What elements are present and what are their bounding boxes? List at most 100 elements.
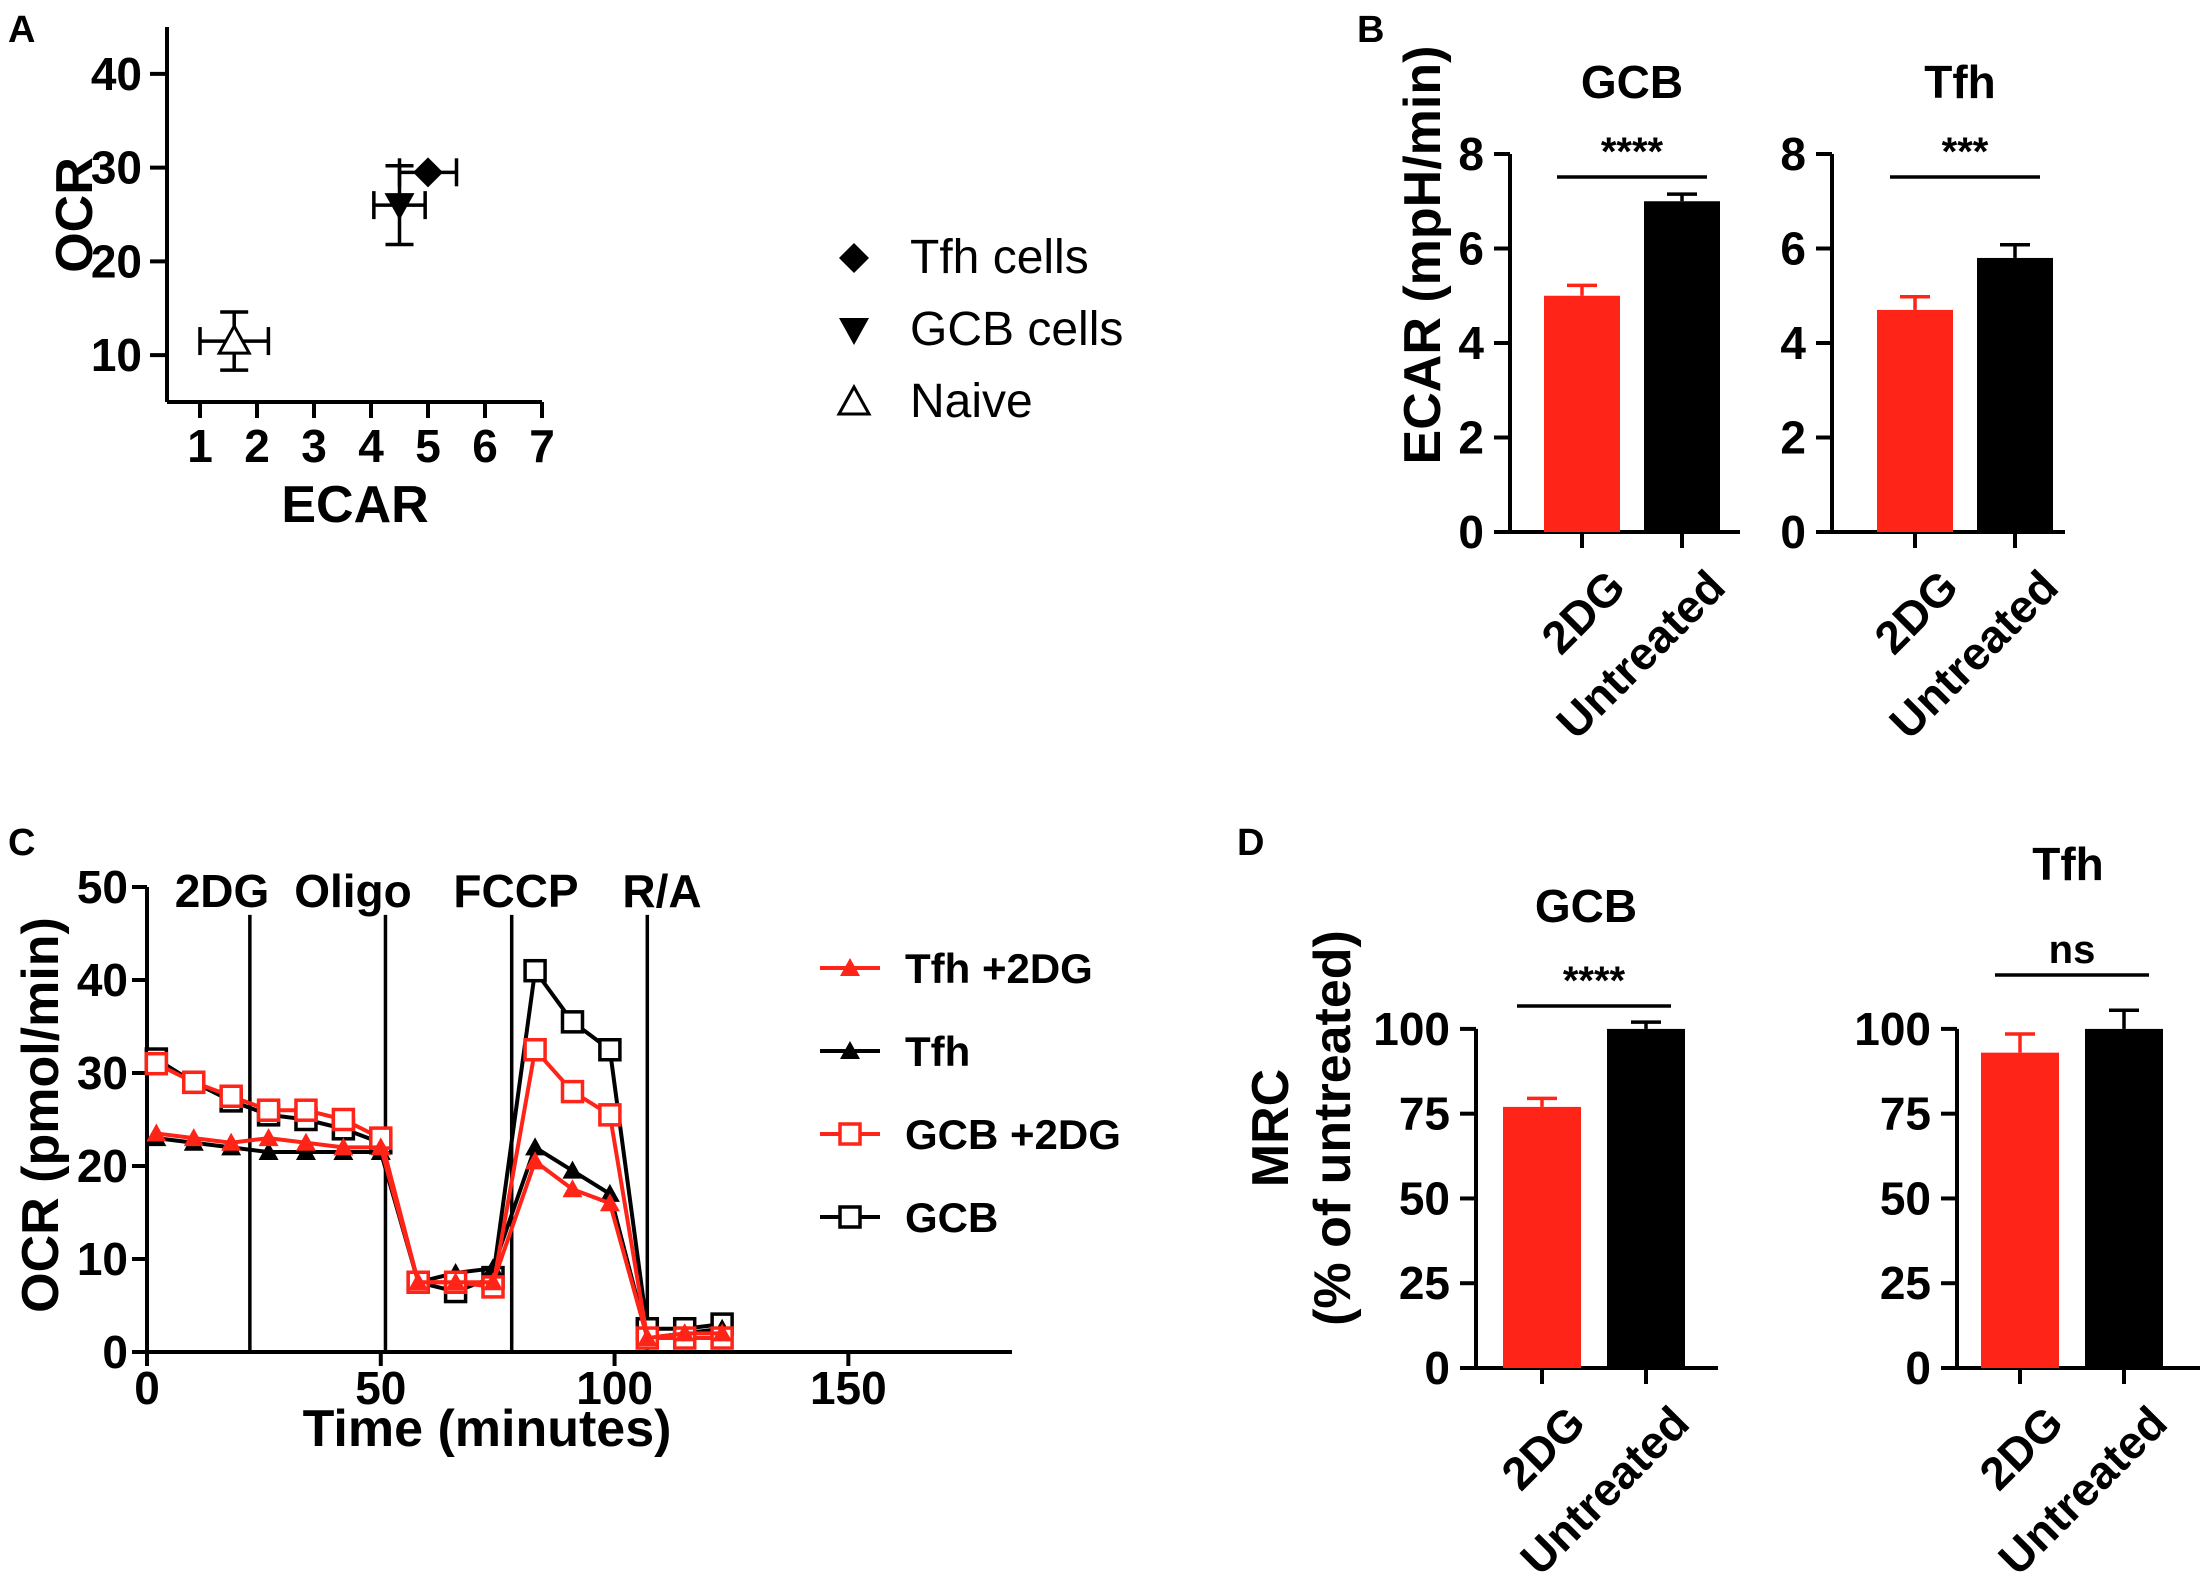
x-tick-label: 4 (358, 420, 384, 472)
data-point (256, 1098, 281, 1122)
panel-label: B (1357, 9, 1384, 51)
y-tick-label: 0 (1458, 506, 1484, 558)
y-axis-title: ECAR (mpH/min) (1394, 46, 1452, 465)
data-point (219, 1084, 243, 1108)
y-tick-label: 50 (1880, 1172, 1931, 1224)
y-tick-label: 75 (1880, 1088, 1931, 1140)
data-point (370, 1137, 391, 1156)
x-axis-title: ECAR (281, 476, 428, 534)
data-point (221, 1132, 242, 1151)
data-point (562, 1179, 583, 1198)
data-point (295, 1132, 316, 1151)
y-tick-label: 30 (91, 142, 142, 194)
legend-marker (840, 958, 860, 976)
y-axis-title: OCR (46, 157, 104, 273)
y-tick-label: 4 (1458, 317, 1484, 369)
data-point (333, 1137, 354, 1156)
y-tick-label: 0 (1424, 1342, 1450, 1394)
y-tick-label: 100 (1373, 1003, 1450, 1055)
x-axis-title: Time (minutes) (303, 1400, 672, 1458)
panel-c: C 0 10 20 30 40 50 0 50 100 150 Time (minutes) OCR (… (8, 822, 1121, 1458)
y-tick-label: 10 (77, 1233, 128, 1285)
x-tick-label: 7 (529, 420, 555, 472)
scatter-point-group (198, 310, 271, 372)
injection-label: 2DG (175, 865, 270, 917)
y-tick-label: 25 (1880, 1257, 1931, 1309)
x-tick-label: 0 (134, 1362, 160, 1414)
y-tick-label: 75 (1399, 1088, 1450, 1140)
x-tick-label: 150 (810, 1362, 887, 1414)
data-point (294, 1098, 318, 1122)
x-tick-label: 2 (244, 420, 270, 472)
data-point (525, 1137, 546, 1156)
data-point (599, 1193, 620, 1212)
legend-label: GCB (905, 1194, 998, 1241)
y-tick-label: 40 (77, 954, 128, 1006)
x-tick-label: 3 (301, 420, 327, 472)
significance-label: **** (1601, 130, 1664, 174)
injection-label: FCCP (453, 865, 578, 917)
legend-label: GCB cells (910, 303, 1123, 356)
data-point (144, 1051, 169, 1076)
y-tick-label: 2 (1780, 412, 1806, 464)
y-tick-label: 20 (77, 1140, 128, 1192)
data-point (598, 1038, 622, 1062)
y-tick-label: 8 (1458, 128, 1484, 180)
data-point (525, 1151, 546, 1170)
x-tick-label: 50 (355, 1362, 406, 1414)
data-point (182, 1070, 206, 1095)
bar (1644, 201, 1720, 532)
data-point (598, 1103, 622, 1127)
data-point (599, 1183, 620, 1202)
legend-marker (839, 243, 869, 273)
data-point (445, 1272, 466, 1291)
data-point (384, 193, 415, 221)
y-tick-label: 0 (1780, 506, 1806, 558)
data-point (258, 1142, 279, 1161)
y-tick-label: 20 (91, 235, 142, 287)
series-path (156, 1131, 723, 1341)
injection-label: R/A (622, 865, 701, 917)
y-tick-label: 50 (1399, 1172, 1450, 1224)
subplot-title: Tfh (2032, 838, 2104, 890)
data-point (146, 1123, 167, 1142)
x-tick-label: 1 (187, 420, 213, 472)
bar (1607, 1028, 1685, 1368)
y-tick-label: 2 (1458, 412, 1484, 464)
bar (1877, 309, 1953, 532)
significance-label: ns (2049, 928, 2096, 972)
y-axis-title: OCR (pmol/min) (12, 917, 70, 1313)
significance-label: *** (1942, 130, 1989, 174)
panel-label: C (8, 822, 35, 864)
subplot-title: GCB (1581, 56, 1683, 108)
y-tick-label: 10 (91, 329, 142, 381)
x-tick-label: 6 (472, 420, 498, 472)
y-tick-label: 6 (1780, 223, 1806, 275)
data-point (413, 157, 443, 188)
bar (1544, 295, 1620, 532)
bar (1981, 1052, 2059, 1368)
legend-label: Naive (910, 375, 1033, 428)
data-point (183, 1128, 204, 1147)
y-axis-title: MRC (1242, 1069, 1300, 1187)
bar (1977, 257, 2053, 532)
y-tick-label: 0 (1905, 1342, 1931, 1394)
data-point (562, 1160, 583, 1179)
x-tick-label: 100 (576, 1362, 653, 1414)
x-tick-label: 5 (415, 420, 441, 472)
significance-label: **** (1563, 959, 1626, 1003)
data-point (216, 322, 252, 355)
subplot-title: Tfh (1924, 56, 1996, 108)
series-path (155, 965, 723, 1331)
scatter-point-group (372, 164, 427, 247)
y-tick-label: 0 (102, 1326, 128, 1378)
legend-marker (836, 383, 872, 416)
y-tick-label: 6 (1458, 223, 1484, 275)
injection-label: Oligo (294, 865, 412, 917)
data-point (523, 958, 547, 983)
